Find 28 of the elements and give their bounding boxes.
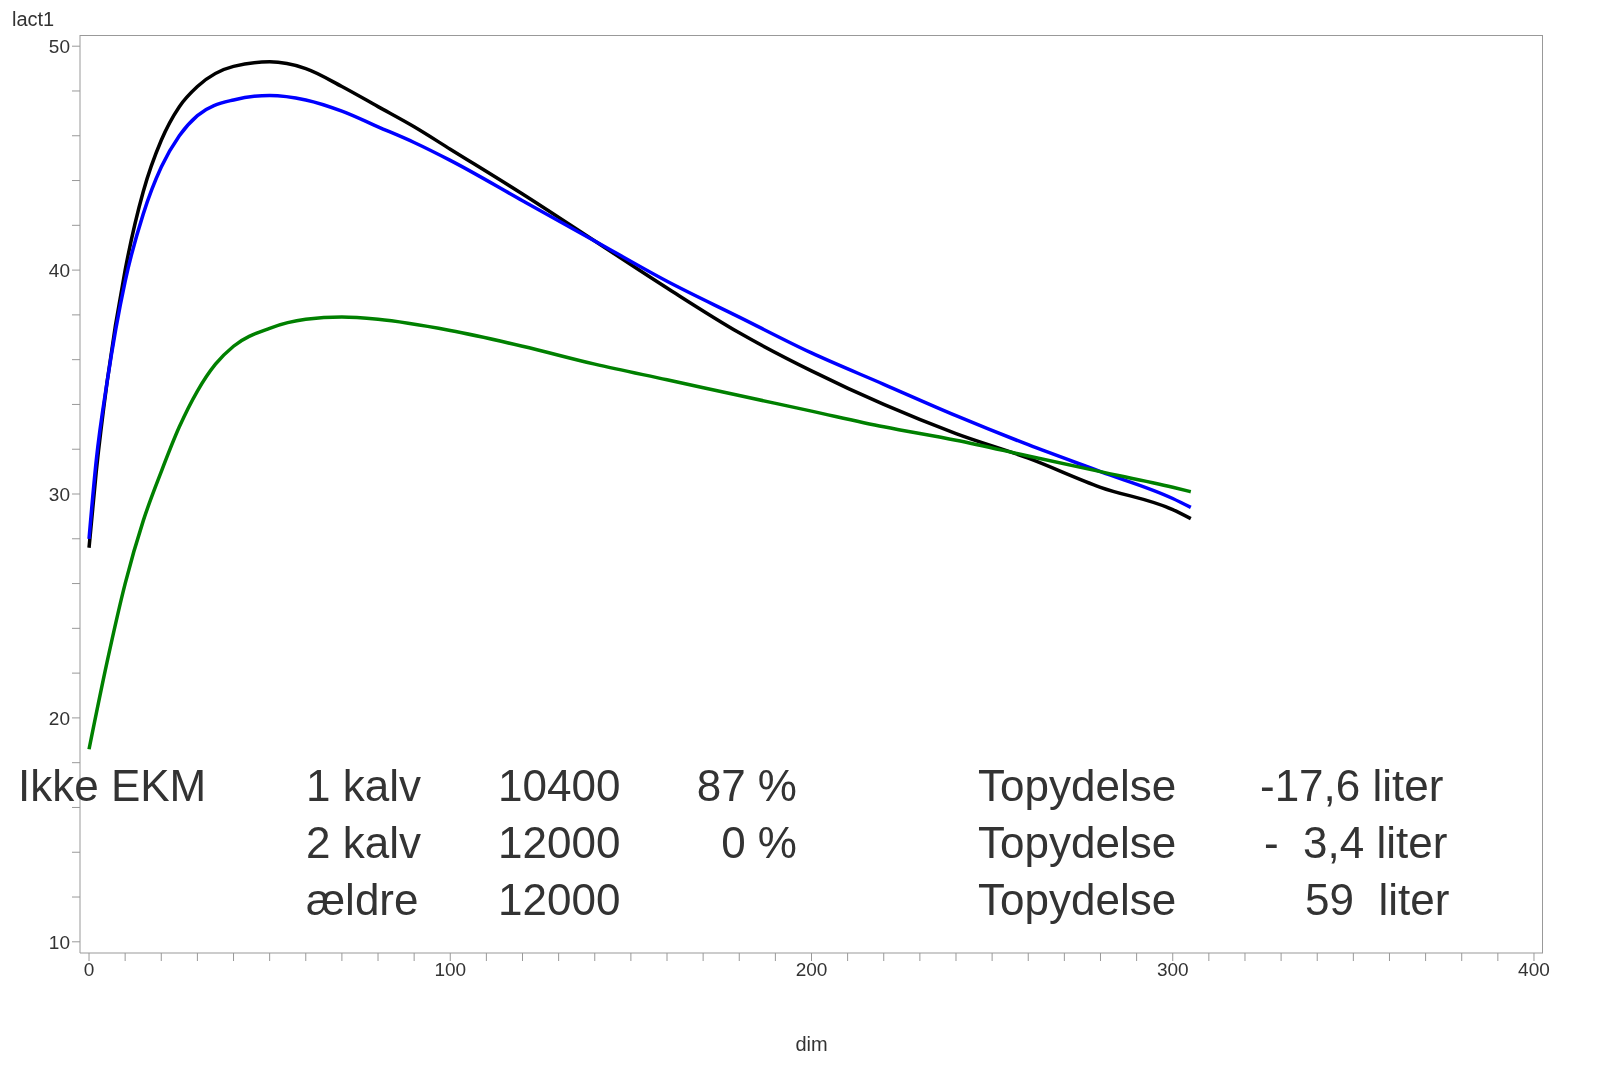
annotation: Ikke EKM (18, 760, 207, 812)
annotation: Topydelse (978, 760, 1177, 812)
annotation: -17,6 liter (1260, 760, 1444, 812)
x-tick-label: 0 (83, 959, 95, 981)
annotation: 1 kalv (306, 760, 421, 812)
annotation: 12000 (498, 874, 621, 926)
x-tick-label: 400 (1518, 959, 1550, 981)
x-tick-label: 300 (1156, 959, 1189, 981)
annotation: Topydelse (978, 874, 1177, 926)
y-tick-label: 10 (48, 931, 70, 953)
y-tick-label: 50 (48, 35, 70, 57)
annotation: 10400 (498, 760, 621, 812)
x-axis-title: dim (795, 1033, 828, 1055)
y-tick-label: 40 (48, 259, 70, 281)
annotation: 87 % (696, 760, 797, 812)
y-tick-label: 20 (48, 707, 70, 729)
line-series (87, 315, 1193, 751)
y-axis-title: lact1 (12, 8, 55, 31)
annotation: 0 % (721, 817, 797, 869)
y-tick-label: 30 (48, 483, 70, 505)
annotation: ældre (306, 874, 419, 926)
annotation: 59 liter (1305, 874, 1450, 926)
annotation: 12000 (498, 817, 621, 869)
annotation: - 3,4 liter (1264, 817, 1448, 869)
annotation: Topydelse (978, 817, 1177, 869)
annotation: 2 kalv (306, 817, 421, 869)
x-tick-label: 100 (434, 959, 467, 981)
x-tick-label: 200 (795, 959, 828, 981)
